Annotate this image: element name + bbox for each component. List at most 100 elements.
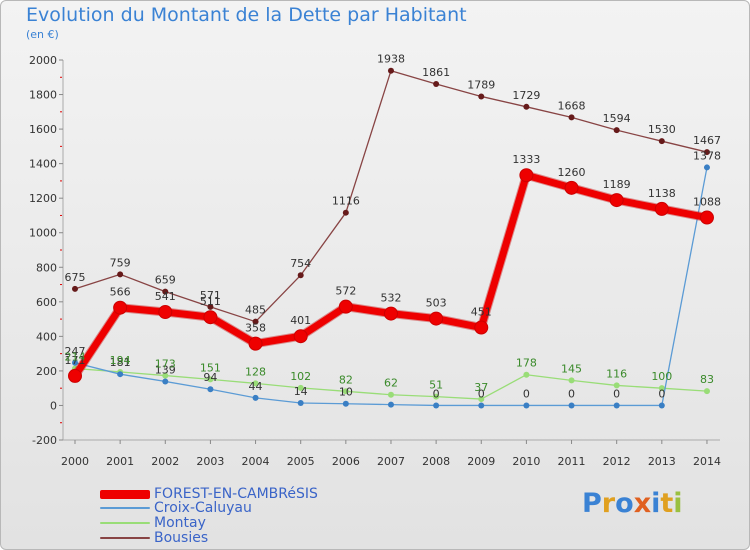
x-tick-label: 2010 [512,455,540,468]
y-tick-label: 1200 [29,192,57,205]
data-label: 214 [65,350,86,363]
data-label: 37 [474,381,488,394]
legend-label: Croix-Caluyau [154,500,252,516]
data-label: 1594 [603,112,631,125]
x-tick-label: 2000 [61,455,89,468]
data-label: 511 [200,295,221,308]
data-point [613,382,620,389]
chart-subtitle: (en €) [26,28,59,41]
data-point [658,385,665,392]
x-tick-label: 2008 [422,455,450,468]
data-point [162,378,169,385]
data-point [474,320,489,335]
data-label: 0 [523,387,530,400]
legend-item-bousies: Bousies [100,530,208,546]
data-point [297,400,304,407]
data-point [568,402,575,409]
x-tick-label: 2001 [106,455,134,468]
data-point [523,371,530,378]
y-tick-label: 1800 [29,89,57,102]
data-label: 1530 [648,123,676,136]
x-tick-label: 2004 [242,455,270,468]
data-label: 0 [658,387,665,400]
data-label: 571 [200,289,221,302]
x-tick-label: 2003 [196,455,224,468]
data-label: 1668 [558,99,586,112]
data-point [433,393,440,400]
logo-letter: P [582,488,602,519]
data-point [248,336,263,351]
data-point [162,288,169,295]
data-label: 181 [110,356,131,369]
data-point [703,164,710,171]
data-label: 675 [65,271,86,284]
data-label: 14 [294,385,308,398]
data-label: 572 [335,285,356,298]
data-point [207,386,214,393]
data-label: 0 [478,387,485,400]
data-label: 503 [426,297,447,310]
y-tick-label: 200 [36,365,57,378]
x-tick-label: 2007 [377,455,405,468]
data-label: 1467 [693,134,721,147]
logo-letter: i [673,488,683,519]
data-label: 1333 [512,153,540,166]
data-label: 83 [700,373,714,386]
data-point [478,93,485,100]
data-point [613,127,620,134]
data-point [699,210,714,225]
data-point [252,380,259,387]
x-tick-label: 2014 [693,455,721,468]
data-label: 566 [110,286,131,299]
data-point [68,368,82,383]
y-tick-label: 800 [36,261,57,274]
data-point [564,180,579,195]
data-point [654,201,669,216]
data-point [658,138,665,145]
data-point [383,306,398,321]
data-label: 178 [516,357,537,370]
data-label: 82 [339,373,353,386]
data-label: 485 [245,304,266,317]
data-label: 759 [110,256,131,269]
data-point [342,400,349,407]
data-point [613,402,620,409]
data-point [429,311,444,326]
legend-item-montay: Montay [100,515,206,531]
data-point [387,67,394,74]
y-tick-label: -200 [32,434,57,447]
data-label: 1116 [332,195,360,208]
y-tick-label: 2000 [29,54,57,67]
data-label: 659 [155,274,176,287]
data-label: 1189 [603,178,631,191]
data-label: 1729 [512,89,540,102]
data-label: 139 [155,363,176,376]
data-label: 0 [433,387,440,400]
data-point [342,209,349,216]
data-point [433,402,440,409]
data-point [252,394,259,401]
logo-letter: t [660,488,674,519]
data-label: 541 [155,290,176,303]
x-tick-label: 2005 [287,455,315,468]
legend-label: Montay [154,515,206,531]
data-point [117,271,124,278]
data-point [293,329,308,344]
data-point [252,318,259,325]
data-point [703,388,710,395]
legend-swatch [100,489,150,499]
data-label: 1861 [422,66,450,79]
data-label: 145 [561,362,582,375]
data-point [387,391,394,398]
data-point [387,401,394,408]
data-label: 451 [471,306,492,319]
data-label: 151 [200,361,221,374]
legend-item-croix-caluyau: Croix-Caluyau [100,500,252,516]
data-label: 358 [245,322,266,335]
logo-letter: o [615,488,634,519]
data-point [162,372,169,379]
logo-letter: i [651,488,661,519]
data-label: 1789 [467,78,495,91]
data-point [703,149,710,156]
